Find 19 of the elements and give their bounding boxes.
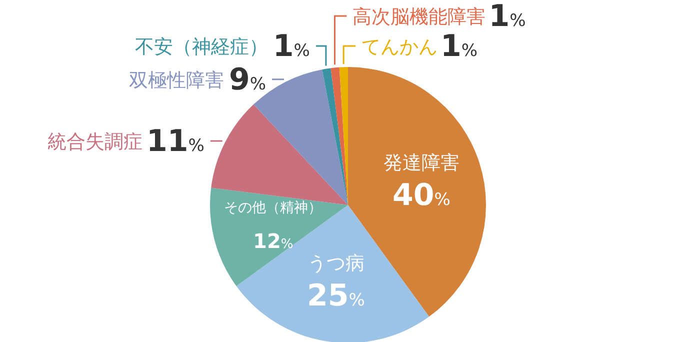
slice-label: てんかん [362, 36, 438, 58]
data-label: 1% [488, 0, 526, 34]
data-label: 25% [306, 278, 365, 314]
slice-label: 発達障害 [384, 152, 460, 174]
data-label: 12% [253, 229, 294, 254]
data-label: 40% [392, 178, 450, 214]
pie-slice [330, 67, 348, 205]
data-label: 11% [146, 124, 204, 159]
slice-label: 双極性障害 [128, 69, 224, 92]
data-label: 1% [440, 29, 478, 64]
slice-label: 統合失調症 [47, 130, 142, 153]
data-label: 1% [272, 29, 310, 64]
slice-label: 不安（神経症） [134, 36, 268, 58]
slice-label: うつ病 [307, 252, 364, 274]
slice-label: その他（精神） [224, 200, 322, 216]
pie-slice [348, 67, 486, 317]
data-label: 9% [228, 62, 266, 98]
pie-slice [322, 68, 348, 205]
slice-label: 高次脳機能障害 [352, 6, 486, 28]
